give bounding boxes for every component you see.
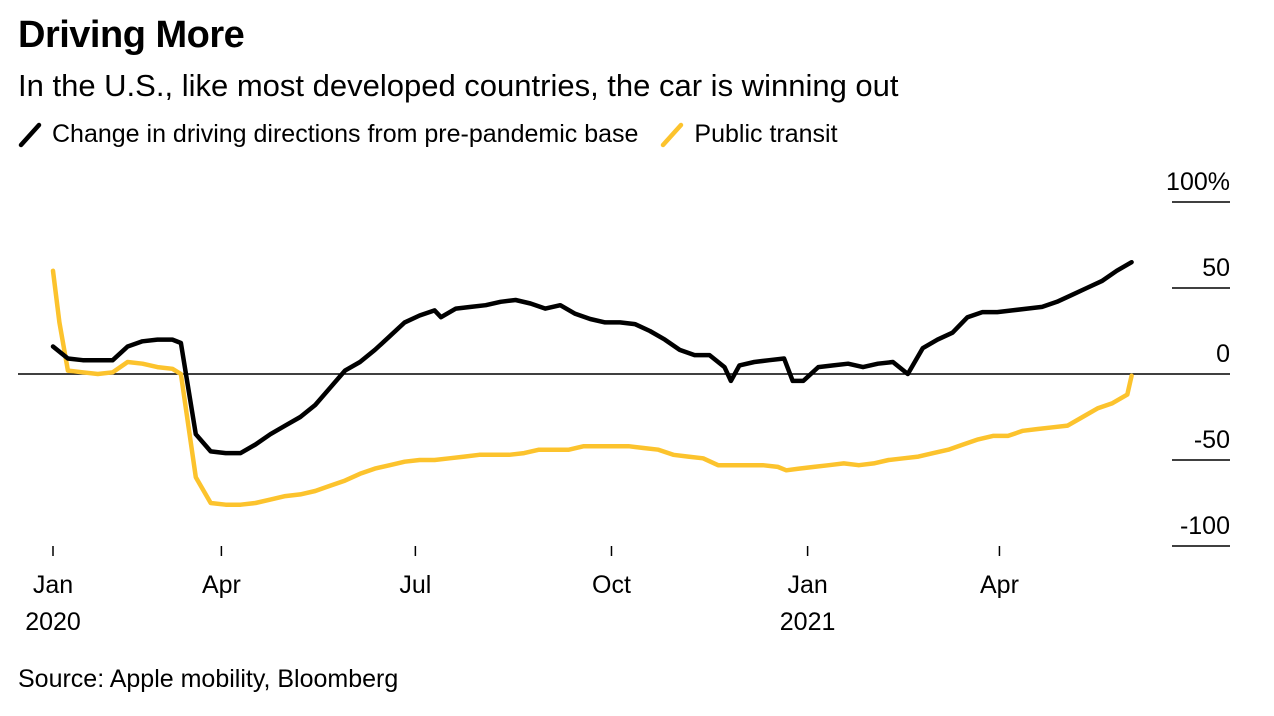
x-tick-label-1: Apr — [202, 571, 241, 599]
chart-subtitle: In the U.S., like most developed countri… — [18, 68, 899, 103]
y-tick-label-1: 50 — [1202, 254, 1230, 282]
x-tick-year-0: 2020 — [25, 608, 81, 636]
x-axis: Jan 2020 Apr Jul Oct Jan 2021 Apr — [25, 546, 1019, 636]
series-line-1 — [50, 268, 1134, 507]
legend-label-driving: Change in driving directions from pre-pa… — [52, 120, 639, 148]
series-line-0 — [50, 259, 1134, 456]
x-tick-label-4: Jan — [787, 571, 827, 599]
x-tick-label-0: Jan — [33, 571, 73, 599]
legend-swatch-driving — [18, 122, 42, 147]
legend-label-transit: Public transit — [694, 120, 838, 148]
y-axis: 100% 50 0 -50 -100 — [18, 168, 1230, 547]
y-tick-label-0: 100% — [1166, 168, 1230, 196]
legend-item-transit: Public transit — [660, 120, 838, 149]
legend-swatch-driving-line — [18, 122, 42, 147]
source-note: Source: Apple mobility, Bloomberg — [18, 665, 399, 693]
y-tick-label-3: -50 — [1194, 426, 1230, 454]
x-tick-label-2: Jul — [399, 571, 431, 599]
legend-swatch-transit-line — [661, 122, 684, 147]
legend-swatch-transit — [661, 122, 684, 147]
y-tick-label-2: 0 — [1216, 340, 1230, 368]
x-tick-label-3: Oct — [592, 571, 631, 599]
legend-item-driving: Change in driving directions from pre-pa… — [18, 120, 638, 149]
x-tick-year-4: 2021 — [780, 608, 836, 636]
legend: Change in driving directions from pre-pa… — [18, 120, 860, 149]
y-tick-label-4: -100 — [1180, 512, 1230, 540]
plot-area — [50, 259, 1134, 507]
chart-title: Driving More — [18, 14, 245, 56]
x-tick-label-5: Apr — [980, 571, 1019, 599]
